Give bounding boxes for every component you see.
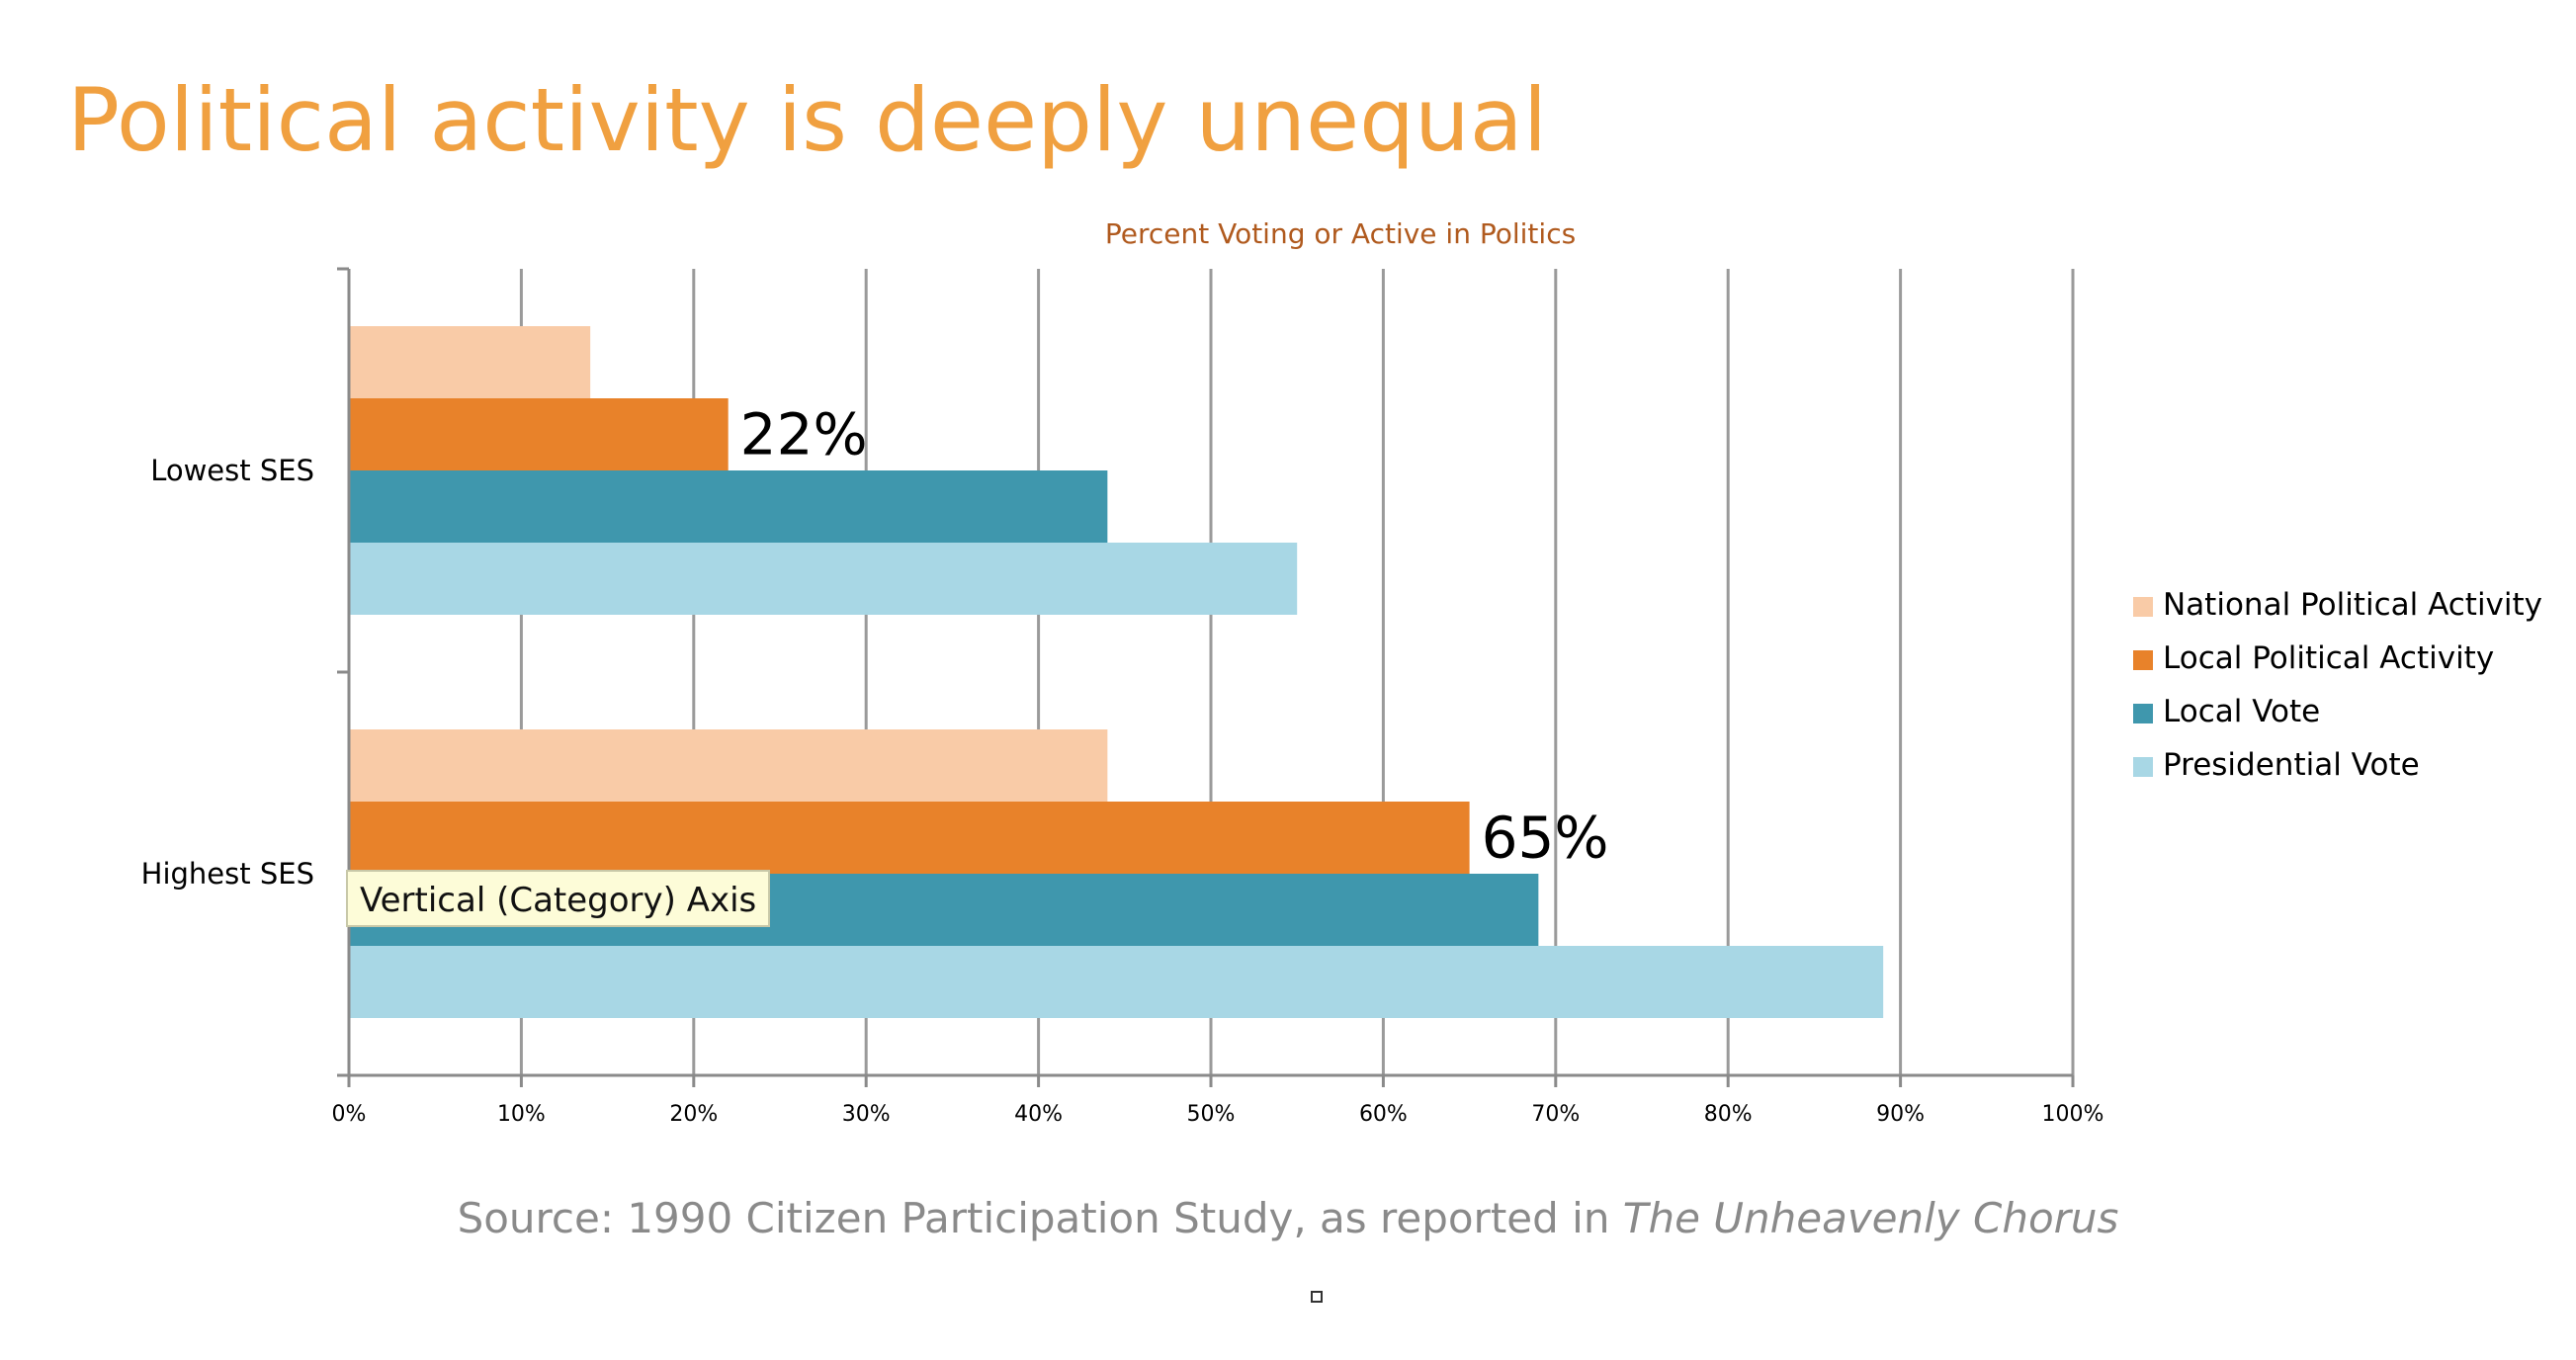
data-label: 65% <box>1482 805 1609 872</box>
legend-swatch-local-political-activity[interactable] <box>2133 650 2153 670</box>
x-tick-label: 60% <box>1359 1102 1408 1127</box>
axis-tooltip: Vertical (Category) Axis <box>346 870 771 927</box>
legend[interactable]: National Political Activity Local Politic… <box>2133 587 2542 783</box>
bar-lowest-ses-local-political-activity[interactable] <box>349 398 729 470</box>
data-label: 22% <box>740 401 868 468</box>
x-tick-label: 0% <box>332 1102 367 1127</box>
slide-title: Political activity is deeply unequal <box>67 69 1548 171</box>
x-tick-label: 80% <box>1704 1102 1753 1127</box>
bar-highest-ses-presidential-vote[interactable] <box>349 946 1884 1018</box>
bars[interactable] <box>349 326 1884 1018</box>
x-tick-label: 100% <box>2042 1102 2104 1127</box>
x-tick-label: 20% <box>669 1102 718 1127</box>
legend-label-presidential-vote[interactable]: Presidential Vote <box>2163 747 2420 783</box>
x-tick-label: 30% <box>842 1102 891 1127</box>
source-prefix: Source: 1990 Citizen Participation Study… <box>457 1194 1623 1242</box>
source-book-title: The Unheavenly Chorus <box>1622 1194 2119 1242</box>
category-label-highest-ses: Highest SES <box>141 857 314 891</box>
bar-lowest-ses-local-vote[interactable] <box>349 470 1108 543</box>
gridlines <box>519 269 2075 1075</box>
category-label-lowest-ses: Lowest SES <box>150 454 314 487</box>
x-tick-label: 40% <box>1014 1102 1063 1127</box>
axes[interactable]: 0% 10% 20% 30% 40% 50% 60% 70% 80% 90% 100% Lowest … <box>141 267 2104 1127</box>
bar-lowest-ses-national-political-activity[interactable] <box>349 326 591 398</box>
bar-lowest-ses-presidential-vote[interactable] <box>349 543 1298 615</box>
bar-highest-ses-local-political-activity[interactable] <box>349 802 1470 874</box>
data-labels: 22% 65% <box>740 401 1609 872</box>
bar-highest-ses-national-political-activity[interactable] <box>349 729 1108 802</box>
chart-title: Percent Voting or Active in Politics <box>1105 217 1576 250</box>
source-citation: Source: 1990 Citizen Participation Study… <box>0 1194 2576 1242</box>
x-tick-label: 50% <box>1187 1102 1236 1127</box>
x-tick-label: 70% <box>1531 1102 1580 1127</box>
x-tick-label: 10% <box>497 1102 546 1127</box>
legend-label-local-political-activity[interactable]: Local Political Activity <box>2163 640 2494 676</box>
legend-swatch-local-vote[interactable] <box>2133 704 2153 723</box>
legend-label-national-political-activity[interactable]: National Political Activity <box>2163 587 2542 623</box>
selection-handle[interactable] <box>1311 1291 1323 1303</box>
legend-swatch-presidential-vote[interactable] <box>2133 757 2153 777</box>
legend-label-local-vote[interactable]: Local Vote <box>2163 694 2320 729</box>
x-tick-label: 90% <box>1876 1102 1925 1127</box>
legend-swatch-national-political-activity[interactable] <box>2133 597 2153 617</box>
